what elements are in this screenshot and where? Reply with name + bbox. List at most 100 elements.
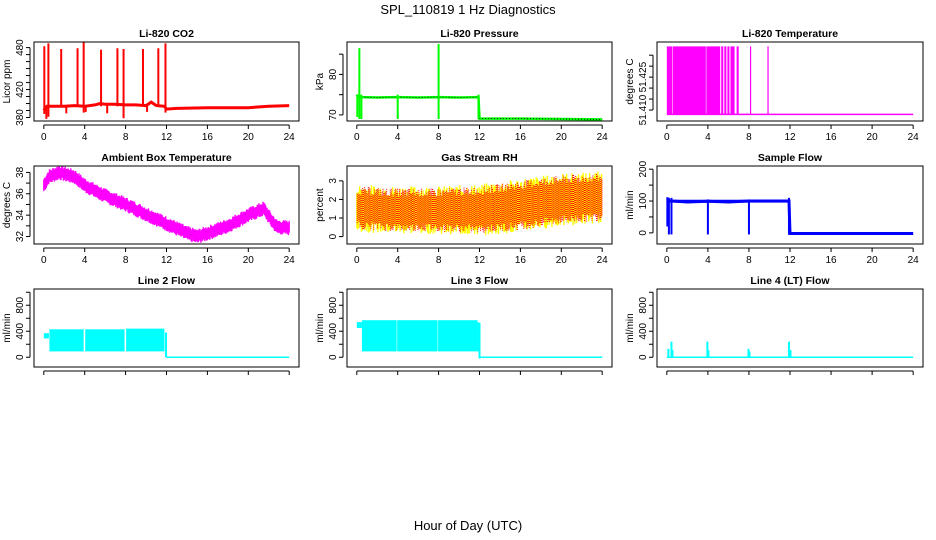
plot-area	[356, 320, 603, 359]
plot-area	[356, 171, 603, 236]
y-tick-label: 0	[638, 354, 649, 360]
x-tick-label: 16	[515, 132, 527, 143]
data-line	[666, 199, 914, 235]
data-band	[727, 46, 730, 115]
panel-3: Li-820 Temperature 0 4 8 12 16 20 24 51.410 51.42…	[625, 28, 924, 143]
x-tick-label: 12	[784, 132, 796, 143]
x-tick-label: 16	[515, 255, 527, 266]
x-tick-label: 24	[908, 132, 920, 143]
y-tick-label: 51.425	[638, 61, 649, 92]
x-tick-label: 24	[284, 132, 296, 143]
y-tick-label: 3	[328, 178, 339, 184]
plot-frame	[656, 41, 924, 122]
y-tick-label: 400	[638, 322, 649, 339]
x-tick-label: 20	[556, 255, 568, 266]
y-tick-label: 200	[638, 160, 649, 177]
y-tick-label: 800	[15, 296, 26, 313]
plot-frame	[33, 288, 300, 368]
x-tick-label: 16	[825, 132, 837, 143]
y-tick-label: 0	[328, 233, 339, 239]
y-tick-label: 100	[638, 192, 649, 209]
x-tick-label: 4	[705, 255, 711, 266]
y-tick-label: 380	[15, 109, 26, 126]
x-tick-label: 4	[705, 132, 711, 143]
x-axis-label: Hour of Day (UTC)	[413, 518, 523, 533]
y-axis-label: degrees C	[625, 58, 636, 104]
data-band	[361, 320, 397, 352]
x-tick-label: 16	[202, 255, 214, 266]
x-tick-label: 8	[123, 255, 129, 266]
data-band	[477, 322, 479, 352]
x-tick-label: 12	[474, 132, 486, 143]
figure-title: SPL_110819 1 Hz Diagnostics	[380, 2, 556, 17]
y-axis-label: Licor ppm	[2, 60, 13, 104]
panel-title: Ambient Box Temperature	[101, 152, 232, 164]
data-band	[43, 166, 290, 243]
x-tick-label: 0	[41, 255, 47, 266]
data-band	[438, 320, 478, 352]
plot-frame	[656, 165, 924, 245]
plot-area	[666, 197, 914, 235]
x-tick-label: 12	[474, 255, 486, 266]
x-tick-label: 0	[664, 255, 670, 266]
plot-frame	[656, 288, 924, 368]
y-axis-label: percent	[315, 188, 326, 222]
plot-frame	[346, 165, 613, 245]
data-band	[43, 333, 49, 339]
panel-title: Line 4 (LT) Flow	[750, 275, 830, 287]
x-tick-label: 24	[908, 255, 920, 266]
x-tick-label: 24	[597, 255, 609, 266]
y-tick-label: 80	[328, 68, 339, 80]
y-axis-label: degrees C	[2, 182, 13, 228]
x-tick-label: 20	[556, 132, 568, 143]
plot-area	[43, 166, 290, 243]
y-tick-label: 51.410	[638, 94, 649, 125]
x-tick-label: 4	[82, 255, 88, 266]
y-axis-label: ml/min	[315, 313, 326, 342]
plot-area	[43, 328, 290, 359]
x-tick-label: 20	[867, 255, 879, 266]
x-tick-label: 16	[202, 132, 214, 143]
plot-area	[355, 44, 603, 121]
y-tick-label: 34	[15, 209, 26, 221]
x-tick-label: 8	[436, 132, 442, 143]
x-tick-label: 12	[161, 255, 173, 266]
x-tick-label: 20	[243, 255, 255, 266]
y-tick-label: 800	[638, 296, 649, 313]
data-series-rh-points	[356, 174, 603, 233]
y-tick-label: 2	[328, 196, 339, 202]
panel-title: Li-820 Pressure	[440, 28, 518, 40]
x-tick-label: 8	[746, 255, 752, 266]
y-axis-label: ml/min	[625, 313, 636, 342]
data-band	[356, 322, 362, 328]
x-tick-label: 4	[82, 132, 88, 143]
y-tick-label: 400	[15, 322, 26, 339]
x-tick-label: 16	[825, 255, 837, 266]
panel-title: Li-820 CO2	[139, 28, 194, 40]
x-tick-label: 12	[161, 132, 173, 143]
y-tick-label: 38	[15, 166, 26, 178]
data-band	[730, 46, 735, 115]
x-tick-label: 24	[284, 255, 296, 266]
x-tick-label: 4	[395, 255, 401, 266]
x-tick-label: 20	[867, 132, 879, 143]
plot-area	[666, 46, 914, 116]
plot-frame	[346, 41, 613, 122]
y-tick-label: 400	[328, 322, 339, 339]
y-axis-label: kPa	[315, 72, 326, 90]
plot-frame	[33, 165, 300, 245]
data-band	[706, 46, 721, 115]
data-band	[672, 46, 706, 115]
panel-title: Line 3 Flow	[451, 275, 509, 287]
x-tick-label: 8	[436, 255, 442, 266]
y-tick-label: 0	[638, 230, 649, 236]
plot-frame	[33, 41, 300, 122]
panel-6: Sample Flow 0 4 8 12 16 20 24 0 100 200 ml/min	[625, 152, 924, 266]
data-band	[736, 46, 739, 115]
panel-4: Ambient Box Temperature 0 4 8 12 16 20 24 32 34 36…	[2, 152, 300, 266]
